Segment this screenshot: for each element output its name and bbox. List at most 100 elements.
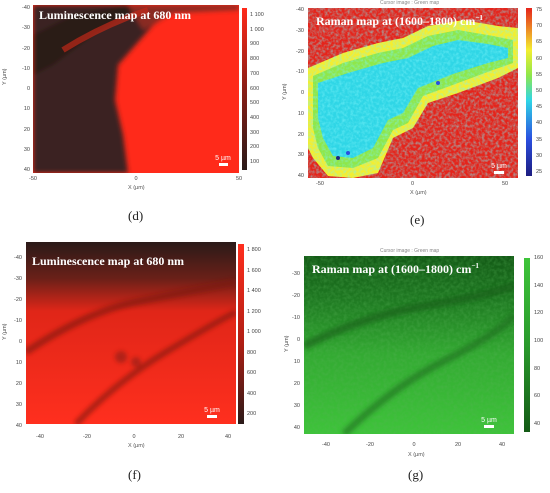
scale-bar: 5 µm — [202, 407, 222, 418]
colorbar-tick-label: 25 — [536, 169, 543, 175]
map-title-superscript: −1 — [471, 262, 480, 270]
x-tick-label: -50 — [29, 176, 37, 182]
scale-bar-label: 5 µm — [204, 407, 220, 414]
x-tick-label: -50 — [316, 181, 324, 187]
y-tick-label: 0 — [18, 339, 22, 345]
colorbar-tick-label: 35 — [536, 136, 543, 143]
colorbar-tick-label: 1 000 — [250, 26, 264, 33]
y-tick-label: 10 — [23, 106, 30, 113]
x-axis-label: X (µm) — [408, 452, 425, 458]
y-tick-label: 40 — [297, 173, 304, 179]
y-tick-label: -40 — [22, 5, 30, 11]
colorbar-tick-label: 75 — [536, 7, 543, 13]
y-tick-label: -30 — [22, 25, 30, 32]
y-tick-label: -20 — [14, 297, 22, 303]
colorbar-tick-label: 70 — [536, 23, 543, 30]
colorbar-tick-label: 900 — [250, 41, 260, 48]
y-tick-label: 20 — [297, 131, 304, 138]
y-tick-label: -30 — [292, 271, 300, 277]
map-title-text: Raman map at (1600–1800) cm — [312, 262, 472, 276]
figure-caption: (f) — [128, 467, 141, 482]
y-tick-label: -20 — [292, 293, 300, 299]
x-tick-label: 50 — [501, 181, 509, 187]
y-tick-label: -10 — [14, 318, 22, 324]
y-tick-label: -10 — [292, 315, 300, 321]
panel-f: Luminescence map at 680 nm 5 µm Y (µm) -… — [0, 240, 261, 493]
cursor-image-header: Cursor image : Green map — [380, 248, 440, 254]
x-tick-label: 0 — [134, 176, 138, 182]
scale-bar-label: 5 µm — [491, 163, 507, 170]
y-tick-label: -10 — [296, 69, 304, 76]
colorbar-tick-label: 600 — [250, 85, 260, 92]
raman-map-e: Raman map at (1600–1800) cm−1 5 µm — [308, 8, 518, 178]
y-tick-label: 10 — [15, 360, 22, 366]
scale-bar: 5 µm — [478, 417, 500, 428]
x-tick-label: 40 — [498, 442, 506, 448]
panel-g: Cursor image : Green map — [280, 240, 550, 493]
colorbar — [524, 258, 530, 432]
x-tick-label: -40 — [36, 434, 44, 440]
colorbar-tick-label: 400 — [250, 114, 260, 121]
figure-caption: (g) — [408, 467, 424, 482]
colorbar-tick-label: 200 — [250, 144, 260, 151]
y-tick-label: -20 — [22, 45, 30, 52]
colorbar-tick-label: 50 — [536, 88, 543, 94]
colorbar-tick-label: 800 — [247, 349, 257, 356]
y-tick-label: 10 — [293, 359, 300, 365]
panel-d: Luminescence map at 680 nm 5 µm Y (µm) -… — [0, 0, 264, 240]
map-title: Raman map at (1600–1800) cm−1 — [312, 262, 479, 277]
colorbar-tick-label: 140 — [534, 282, 544, 289]
x-tick-label: 50 — [235, 176, 243, 182]
map-title-superscript: −1 — [475, 14, 484, 22]
x-axis-label: X (µm) — [410, 190, 427, 196]
colorbar-tick-label: 600 — [247, 370, 257, 376]
x-tick-label: 40 — [224, 434, 232, 440]
luminescence-map-f: Luminescence map at 680 nm 5 µm — [26, 242, 236, 424]
panel-e: Cursor image : Green map Raman map at (1… — [280, 0, 550, 240]
y-tick-label: 40 — [293, 425, 300, 431]
colorbar-tick-label: 40 — [534, 421, 541, 427]
map-title: Luminescence map at 680 nm — [39, 8, 191, 22]
map-title: Luminescence map at 680 nm — [32, 254, 184, 268]
colorbar-tick-label: 200 — [247, 411, 257, 417]
colorbar-tick-label: 700 — [250, 70, 260, 77]
y-tick-label: -20 — [296, 48, 304, 55]
figure-caption: (e) — [410, 212, 425, 227]
y-tick-label: -10 — [22, 65, 30, 72]
colorbar-tick-label: 30 — [536, 152, 543, 159]
x-tick-label: -40 — [322, 442, 330, 448]
y-tick-label: -40 — [296, 7, 304, 13]
y-tick-label: 40 — [15, 423, 22, 429]
map-title-text: Raman map at (1600–1800) cm — [316, 14, 476, 28]
colorbar-tick-label: 55 — [536, 71, 543, 78]
y-tick-label: -30 — [14, 276, 22, 282]
y-tick-label: -40 — [14, 255, 22, 261]
colorbar-tick-label: 400 — [247, 390, 257, 397]
colorbar-tick-label: 1 400 — [247, 288, 261, 294]
colorbar-tick-label: 65 — [536, 39, 543, 46]
colorbar-tick-label: 1 800 — [247, 247, 261, 253]
luminescence-map-d: Luminescence map at 680 nm 5 µm — [33, 5, 239, 173]
colorbar-tick-label: 160 — [534, 255, 544, 261]
y-tick-label: 40 — [23, 167, 30, 173]
colorbar-tick-label: 1 200 — [247, 308, 261, 315]
colorbar-tick-label: 800 — [250, 56, 260, 63]
y-tick-label: 20 — [293, 381, 300, 387]
y-tick-label: 0 — [296, 337, 300, 343]
x-tick-label: 20 — [177, 434, 185, 440]
y-axis-label: Y (µm) — [2, 323, 8, 340]
scale-bar-label: 5 µm — [481, 417, 497, 424]
y-tick-label: 20 — [23, 126, 30, 133]
colorbar-tick-label: 100 — [534, 338, 544, 344]
x-tick-label: -20 — [366, 442, 374, 448]
y-tick-label: 20 — [15, 381, 22, 387]
colorbar-tick-label: 1 000 — [247, 329, 261, 335]
colorbar-tick-label: 300 — [250, 129, 260, 136]
colorbar-tick-label: 100 — [250, 159, 260, 165]
x-tick-label: 0 — [132, 434, 136, 440]
scale-bar: 5 µm — [488, 163, 510, 174]
colorbar-tick-label: 120 — [534, 310, 544, 317]
colorbar-tick-label: 1 100 — [250, 12, 264, 18]
x-tick-label: 0 — [412, 442, 416, 448]
y-tick-label: 30 — [293, 403, 300, 409]
